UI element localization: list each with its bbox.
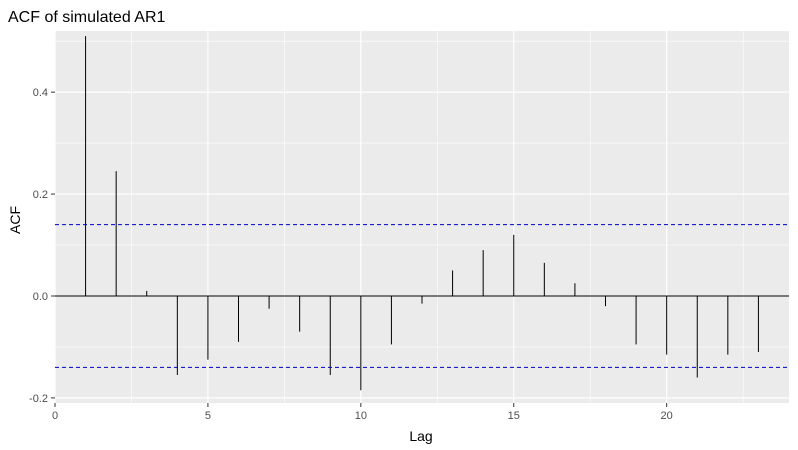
y-tick-label: 0.0 — [33, 291, 48, 303]
y-tick-label: -0.2 — [29, 393, 48, 405]
x-tick-label: 0 — [52, 410, 58, 422]
axis-ticks: 0 5 10 15 20 -0.2 0.0 0.2 0.4 — [29, 87, 673, 422]
chart-title: ACF of simulated AR1 — [8, 9, 166, 26]
x-tick-label: 15 — [508, 410, 520, 422]
y-tick-label: 0.4 — [33, 87, 48, 99]
x-tick-label: 5 — [205, 410, 211, 422]
x-tick-label: 10 — [355, 410, 367, 422]
acf-bars — [55, 36, 789, 391]
y-tick-label: 0.2 — [33, 189, 48, 201]
x-axis-title: Lag — [409, 428, 432, 444]
y-axis-title: ACF — [7, 206, 23, 234]
x-tick-label: 20 — [661, 410, 673, 422]
significance-bounds — [55, 224, 789, 368]
